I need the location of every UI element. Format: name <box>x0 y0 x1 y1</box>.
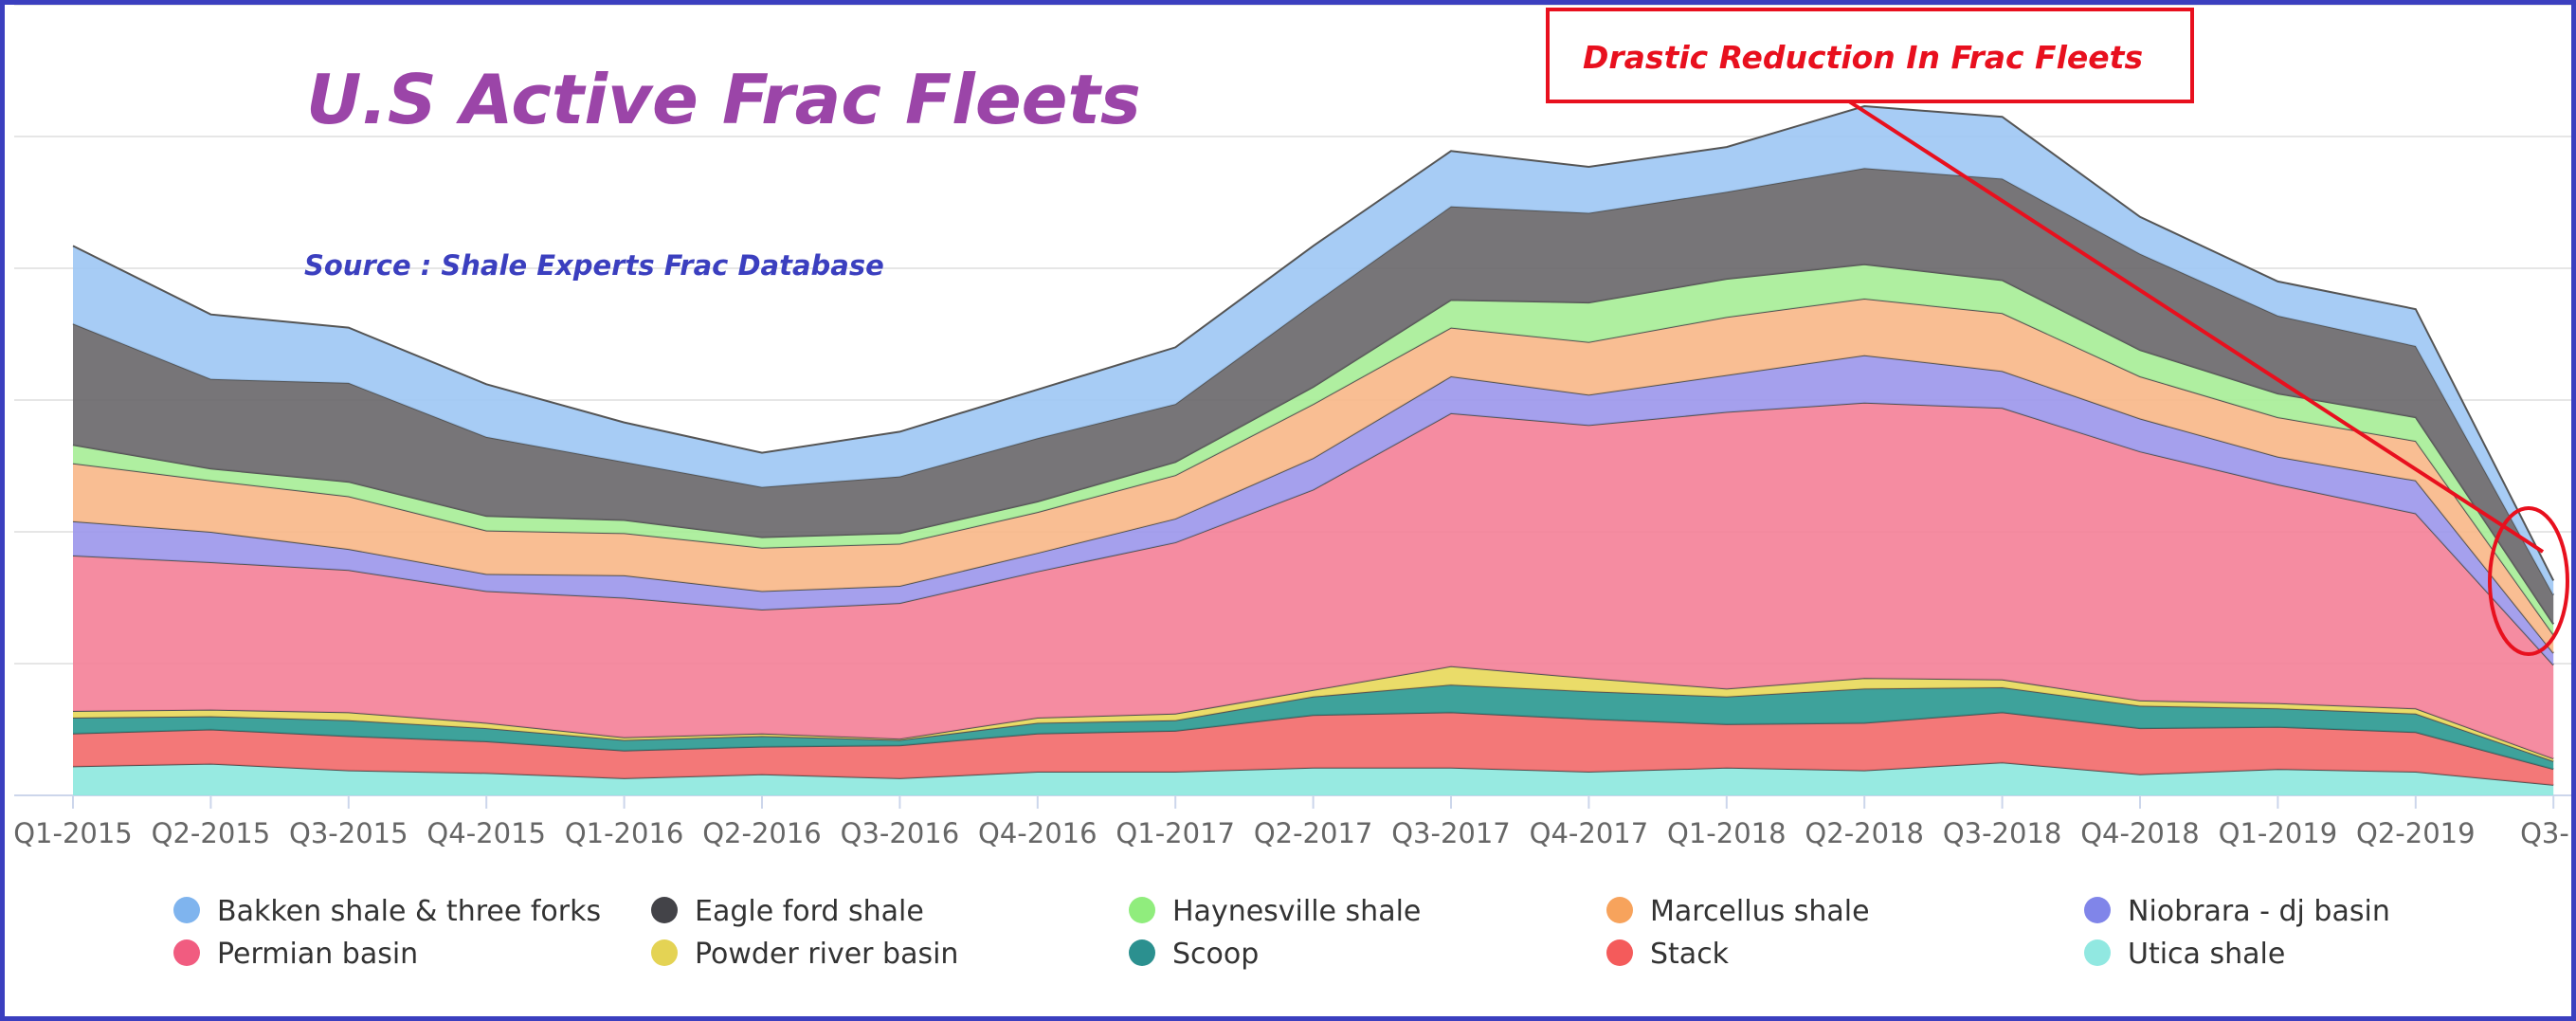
chart-title: U.S Active Frac Fleets <box>306 60 1141 139</box>
legend-marker <box>2084 897 2111 923</box>
x-tick-label: Q3-2018 <box>1943 817 2062 849</box>
x-tick-label: Q1-2015 <box>13 817 133 849</box>
x-tick-label: Q1-2016 <box>565 817 684 849</box>
legend-label: Powder river basin <box>695 938 958 971</box>
x-tick-label: Q3-2016 <box>841 817 960 849</box>
legend-marker <box>1606 897 1633 923</box>
legend-marker <box>651 897 678 923</box>
area-marcellus-shale[interactable] <box>73 299 2554 653</box>
legend-label: Marcellus shale <box>1650 895 1870 928</box>
legend-label: Utica shale <box>2128 938 2285 971</box>
legend-label: Niobrara - dj basin <box>2128 895 2390 928</box>
legend-label: Haynesville shale <box>1172 895 1421 928</box>
x-tick-label: Q2-2018 <box>1805 817 1924 849</box>
legend-label: Permian basin <box>217 938 418 971</box>
legend-item-utica-shale[interactable]: Utica shale <box>2084 938 2285 971</box>
legend-item-eagle-ford-shale[interactable]: Eagle ford shale <box>651 895 924 928</box>
legend-label: Stack <box>1650 938 1730 971</box>
legend-marker <box>651 939 678 966</box>
x-tick-label: Q4-2016 <box>978 817 1098 849</box>
area-utica-shale[interactable] <box>73 762 2554 795</box>
area-powder-river-basin[interactable] <box>73 665 2554 761</box>
x-tick-label: Q3-2017 <box>1391 817 1511 849</box>
annotation-pointer <box>1847 100 2545 554</box>
legend-marker <box>1129 897 1155 923</box>
annotation-text: Drastic Reduction In Frac Fleets <box>1583 39 2143 76</box>
legend: Bakken shale & three forks Eagle ford sha… <box>173 895 2390 971</box>
x-tick-label: Q1-2019 <box>2219 817 2338 849</box>
legend-item-powder-river-basin[interactable]: Powder river basin <box>651 938 958 971</box>
legend-marker <box>173 897 200 923</box>
x-tick-label: Q4-2015 <box>426 817 546 849</box>
area-scoop[interactable] <box>73 684 2554 770</box>
legend-label: Eagle ford shale <box>695 895 924 928</box>
x-tick-label: Q3-2 <box>2520 817 2571 849</box>
area-permian-basin[interactable] <box>73 402 2554 759</box>
legend-item-scoop[interactable]: Scoop <box>1129 938 1259 971</box>
x-tick-label: Q4-2017 <box>1530 817 1649 849</box>
legend-item-stack[interactable]: Stack <box>1606 938 1730 971</box>
x-tick-label: Q2-2016 <box>702 817 822 849</box>
area-bakken-shale-three-forks[interactable] <box>73 106 2554 595</box>
x-tick-label: Q3-2015 <box>289 817 408 849</box>
legend-item-permian-basin[interactable]: Permian basin <box>173 938 418 971</box>
x-axis: Q1-2015 Q2-2015 Q3-2015 Q4-2015 Q1-2016 Q2-20… <box>13 795 2571 849</box>
legend-marker <box>1606 939 1633 966</box>
legend-marker <box>2084 939 2111 966</box>
legend-marker <box>1129 939 1155 966</box>
legend-label: Bakken shale & three forks <box>217 895 601 928</box>
legend-item-bakken-shale-three-forks[interactable]: Bakken shale & three forks <box>173 895 601 928</box>
area-eagle-ford-shale[interactable] <box>73 168 2554 625</box>
legend-item-marcellus-shale[interactable]: Marcellus shale <box>1606 895 1870 928</box>
frac-fleets-chart: Q1-2015 Q2-2015 Q3-2015 Q4-2015 Q1-2016 Q2-20… <box>13 5 2571 971</box>
legend-marker <box>173 939 200 966</box>
area-stack[interactable] <box>73 712 2554 785</box>
annotation-ellipse <box>2488 506 2569 656</box>
x-tick-label: Q4-2018 <box>2080 817 2200 849</box>
area-series <box>72 104 2555 795</box>
x-tick-label: Q2-2019 <box>2356 817 2476 849</box>
annotation-box <box>1546 8 2194 103</box>
chart-subtitle: Source : Shale Experts Frac Database <box>304 249 884 282</box>
legend-item-haynesville-shale[interactable]: Haynesville shale <box>1129 895 1421 928</box>
series-line-bakken-shale-three-forks <box>72 104 2555 581</box>
annotation: Drastic Reduction In Frac Fleets <box>1546 8 2569 656</box>
x-tick-label: Q1-2017 <box>1116 817 1235 849</box>
x-tick-label: Q2-2017 <box>1254 817 1373 849</box>
legend-label: Scoop <box>1172 938 1259 971</box>
x-tick-label: Q2-2015 <box>152 817 271 849</box>
x-tick-label: Q1-2018 <box>1667 817 1787 849</box>
legend-item-niobrara-dj-basin[interactable]: Niobrara - dj basin <box>2084 895 2390 928</box>
area-niobrara-dj-basin[interactable] <box>73 355 2554 665</box>
